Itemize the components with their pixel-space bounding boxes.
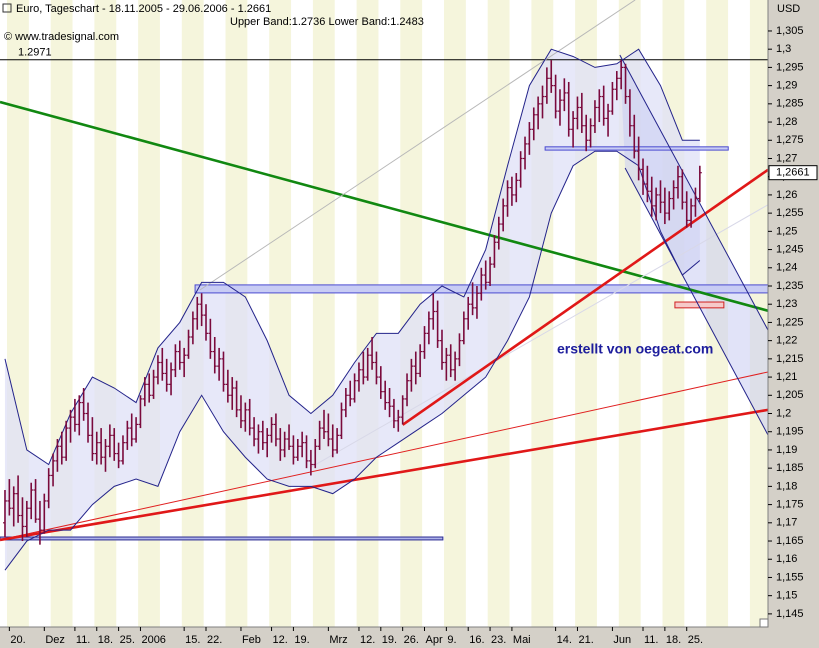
trend-line <box>0 371 768 541</box>
y-tick-label: 1,185 <box>776 462 804 474</box>
y-tick-label: 1,21 <box>776 371 797 383</box>
channel-line <box>619 54 768 331</box>
x-tick-label: 26. <box>404 634 419 646</box>
y-tick-label: 1,225 <box>776 316 804 328</box>
x-tick-label: Apr <box>426 634 443 646</box>
band-fill <box>4 49 700 571</box>
x-tick-label: 20. <box>10 634 25 646</box>
x-tick-label: 19. <box>382 634 397 646</box>
zone <box>674 301 725 309</box>
y-tick-label: 1,175 <box>776 498 804 510</box>
zone <box>0 536 444 541</box>
last-price-box <box>768 165 818 181</box>
y-tick-label: 1,15 <box>776 590 797 602</box>
x-tick-label: 2006 <box>141 634 165 646</box>
y-tick-label: 1,275 <box>776 134 804 146</box>
x-axis-panel <box>0 627 819 648</box>
y-tick-label: 1,285 <box>776 98 804 110</box>
x-tick-label: 23. <box>491 634 506 646</box>
y-tick-label: 1,24 <box>776 262 797 274</box>
y-tick-label: 1,23 <box>776 298 797 310</box>
y-tick-label: 1,215 <box>776 353 804 365</box>
y-tick-label: 1,19 <box>776 444 797 456</box>
trend-line <box>0 408 768 542</box>
y-tick-label: 1,17 <box>776 517 797 529</box>
x-tick-label: 21. <box>578 634 593 646</box>
y-tick-label: 1,27 <box>776 152 797 164</box>
band-line <box>4 150 701 571</box>
y-tick-label: 1,245 <box>776 243 804 255</box>
trend-line <box>0 100 768 313</box>
y-tick-label: 1,29 <box>776 80 797 92</box>
y-tick-label: 1,28 <box>776 116 797 128</box>
band-line <box>4 48 700 466</box>
watermark: erstellt von oegeat.com <box>557 341 713 357</box>
axes: 1,3051,31,2951,291,2851,281,2751,271,265… <box>8 25 818 646</box>
y-tick-label: 1,165 <box>776 535 804 547</box>
y-tick-label: 1,22 <box>776 335 797 347</box>
y-tick-label: 1,18 <box>776 480 797 492</box>
x-tick-label: 12. <box>273 634 288 646</box>
trend-line <box>309 204 768 469</box>
y-tick-label: 1,155 <box>776 571 804 583</box>
y-tick-label: 1,205 <box>776 389 804 401</box>
x-tick-label: 9. <box>447 634 456 646</box>
trend-line <box>401 168 768 426</box>
y-tick-label: 1,255 <box>776 207 804 219</box>
trend-line <box>199 0 636 291</box>
x-tick-label: Mai <box>513 634 531 646</box>
x-tick-label: Jun <box>613 634 631 646</box>
x-tick-label: 25. <box>120 634 135 646</box>
last-price-label: 1,2661 <box>776 167 810 179</box>
y-tick-label: 1,16 <box>776 553 797 565</box>
chart-title: Euro, Tageschart - 18.11.2005 - 29.06.20… <box>16 3 271 15</box>
plot-area <box>0 0 768 571</box>
x-tick-label: 25. <box>688 634 703 646</box>
resize-grip <box>759 618 769 628</box>
zone <box>544 146 729 151</box>
y-tick-label: 1,145 <box>776 608 804 620</box>
x-tick-label: 14. <box>557 634 572 646</box>
source: © www.tradesignal.com <box>4 31 119 43</box>
y-tick-label: 1,195 <box>776 426 804 438</box>
x-tick-label: 16. <box>469 634 484 646</box>
x-tick-label: 12. <box>360 634 375 646</box>
x-tick-label: 22. <box>207 634 222 646</box>
level-label: 1.2971 <box>18 47 52 59</box>
bands-legend: Upper Band:1.2736 Lower Band:1.2483 <box>230 16 424 28</box>
y-tick-label: 1,25 <box>776 225 797 237</box>
x-tick-label: 19. <box>294 634 309 646</box>
y-tick-label: 1,2 <box>776 407 791 419</box>
y-axis-panel <box>768 0 819 648</box>
y-tick-label: 1,26 <box>776 189 797 201</box>
x-tick-label: 11. <box>644 634 658 646</box>
x-tick-label: Dez <box>45 634 65 646</box>
y-tick-label: 1,305 <box>776 25 804 37</box>
window-icon <box>2 3 12 13</box>
x-tick-label: 11. <box>76 634 90 646</box>
y-axis-title: USD <box>777 3 800 15</box>
channel-line <box>624 167 768 436</box>
x-tick-label: Mrz <box>329 634 347 646</box>
y-tick-label: 1,3 <box>776 43 791 55</box>
x-tick-label: 15. <box>185 634 200 646</box>
x-tick-label: 18. <box>666 634 681 646</box>
y-tick-label: 1,235 <box>776 280 804 292</box>
x-tick-label: 18. <box>98 634 113 646</box>
y-tick-label: 1,295 <box>776 61 804 73</box>
x-tick-label: Feb <box>242 634 261 646</box>
